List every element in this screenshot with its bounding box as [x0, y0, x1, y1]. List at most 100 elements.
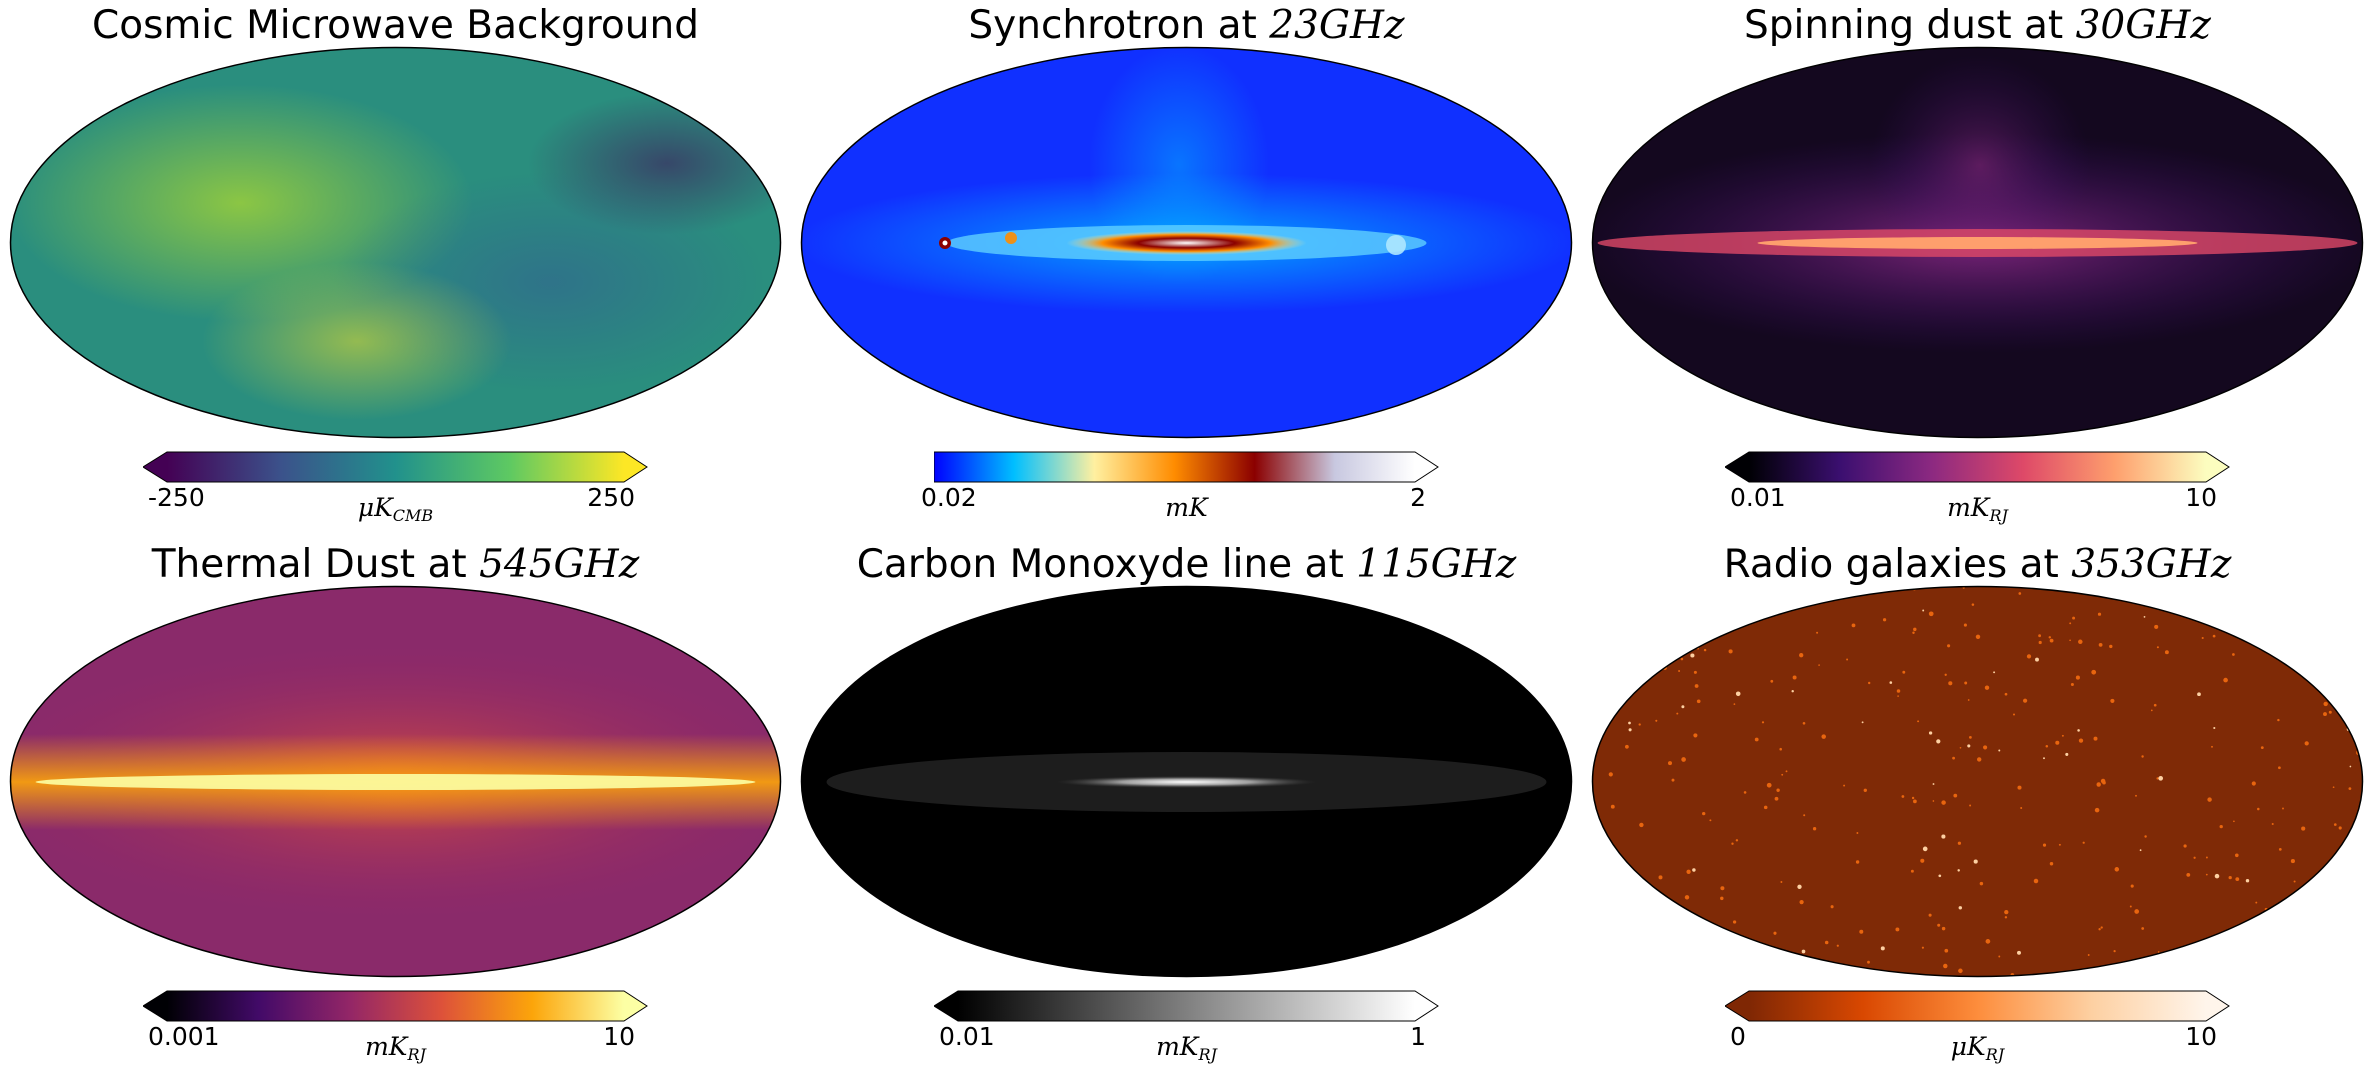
- radio-source-dot: [2049, 861, 2054, 866]
- radio-source-dot: [1917, 720, 1920, 723]
- radio-source-dot: [2049, 638, 2054, 643]
- radio-source-dot: [1676, 712, 1679, 715]
- radio-source-dot: [1880, 946, 1885, 951]
- radio-source-dot: [2156, 777, 2159, 780]
- radio-source-dot: [1702, 811, 1706, 816]
- radio-source-dot: [2141, 755, 2144, 758]
- radio-source-dot: [1812, 827, 1817, 831]
- panel-synchrotron: Synchrotron at 23GHz 0.02 2 mK: [791, 0, 1582, 539]
- radio-source-dot: [1958, 968, 1963, 974]
- radio-source-dot: [1944, 948, 1949, 953]
- radio-source-dot: [1754, 737, 1759, 742]
- radio-source-dot: [1720, 971, 1724, 975]
- radio-source-dot: [2323, 701, 2328, 707]
- radio-source-dot: [1941, 834, 1946, 839]
- radio-source-dot: [1920, 858, 1925, 863]
- radio-source-dot: [2004, 909, 2009, 915]
- radio-source-dot: [2223, 677, 2228, 683]
- radio-source-dot: [1773, 931, 1777, 935]
- radio-source-dot: [2130, 884, 2134, 888]
- radio-source-dot: [2087, 954, 2090, 956]
- radio-source-dot: [2157, 951, 2160, 953]
- radio-source-dot: [1902, 670, 1906, 674]
- radio-source-dot: [1912, 631, 1915, 635]
- radio-source-dot: [2069, 622, 2072, 625]
- radio-source-dot: [1781, 773, 1784, 776]
- panel-cmb: Cosmic Microwave Background -250 250 μKC…: [0, 0, 791, 539]
- radio-source-dot: [1936, 739, 1941, 744]
- radio-source-dot: [1766, 782, 1772, 788]
- radio-source-dot: [1693, 733, 1698, 738]
- radio-source-dot: [2336, 897, 2341, 902]
- radio-source-dot: [2017, 785, 2022, 790]
- radio-source-dot: [1643, 646, 1646, 649]
- radio-source-dot: [1780, 881, 1783, 883]
- radio-source-dot: [2026, 654, 2032, 659]
- panel-carbon-monoxyde: Carbon Monoxyde line at 115GHz 0.01 1 mK…: [791, 539, 1582, 1078]
- radio-source-dot: [1817, 978, 1819, 979]
- panel-title: Spinning dust at 30GHz: [1744, 3, 2211, 48]
- radio-source-dot: [1735, 839, 1739, 842]
- radio-source-dot: [1861, 721, 1864, 724]
- radio-source-dot: [1604, 717, 1607, 720]
- radio-source-dot: [1667, 761, 1673, 766]
- radio-source-dot: [1775, 957, 1778, 960]
- radio-source-dot: [2323, 712, 2327, 717]
- radio-source-dot: [1734, 963, 1738, 966]
- radio-source-dot: [2339, 935, 2342, 939]
- radio-source-dot: [1863, 788, 1867, 792]
- radio-source-dot: [1693, 670, 1697, 674]
- radio-source-dot: [1845, 594, 1848, 596]
- colorbar-unit: μKRJ: [1950, 1032, 2005, 1064]
- radio-source-dot: [2260, 746, 2264, 750]
- radio-source-dot: [2351, 839, 2356, 844]
- radio-source-dot: [1975, 634, 1981, 640]
- colorbar-min-label: 0.02: [921, 483, 977, 512]
- radio-source-dot: [2202, 588, 2207, 593]
- radio-source-dot: [2096, 782, 2101, 787]
- radio-source-dot: [1998, 955, 2001, 958]
- radio-source-dot: [1671, 778, 1675, 782]
- radio-source-dot: [1791, 689, 1794, 693]
- radio-source-dot: [1607, 718, 1611, 722]
- radio-source-dot: [1720, 896, 1724, 901]
- radio-source-dot: [1843, 784, 1846, 787]
- radio-source-dot: [1645, 885, 1650, 890]
- radio-source-dot: [2094, 807, 2100, 813]
- colorbar-max-label: 250: [587, 483, 635, 512]
- radio-source-dot: [2291, 899, 2294, 902]
- radio-source-dot: [2211, 745, 2213, 748]
- radio-source-dot: [2228, 875, 2232, 880]
- radio-source-dot: [1652, 639, 1655, 642]
- colorbar-min-label: 0.001: [148, 1022, 220, 1051]
- radio-source-dot: [1858, 589, 1862, 593]
- radio-source-dot: [1913, 799, 1917, 804]
- radio-source-dot: [1590, 775, 1592, 778]
- radio-source-dot: [2233, 820, 2235, 823]
- radio-source-dot: [1969, 804, 1972, 807]
- radio-source-dot: [2075, 675, 2080, 680]
- radio-source-dot: [1799, 961, 1803, 965]
- radio-source-dot: [1785, 770, 1788, 773]
- radio-source-dot: [2230, 970, 2235, 975]
- radio-source-dot: [2065, 752, 2069, 756]
- radio-source-dot: [1632, 683, 1636, 687]
- radio-source-dot: [1608, 772, 1613, 777]
- radio-source-dot: [1612, 669, 1617, 675]
- radio-source-dot: [2012, 713, 2016, 716]
- colorbar-max-label: 10: [2185, 483, 2217, 512]
- radio-source-dot: [1969, 736, 1972, 739]
- radio-source-dot: [1983, 745, 1988, 750]
- radio-source-dot: [1953, 793, 1958, 798]
- radio-source-dot: [2306, 921, 2311, 926]
- radio-source-dot: [1959, 746, 1962, 749]
- colorbar: [143, 451, 648, 483]
- radio-source-dot: [2078, 738, 2084, 743]
- radio-source-dot: [2077, 729, 2080, 732]
- radio-source-dot: [1801, 949, 1806, 954]
- radio-source-dot: [1735, 691, 1741, 697]
- radio-source-dot: [1795, 960, 1798, 963]
- radio-source-dot: [2201, 592, 2206, 596]
- radio-source-dot: [1733, 703, 1736, 705]
- radio-source-dot: [2349, 765, 2352, 768]
